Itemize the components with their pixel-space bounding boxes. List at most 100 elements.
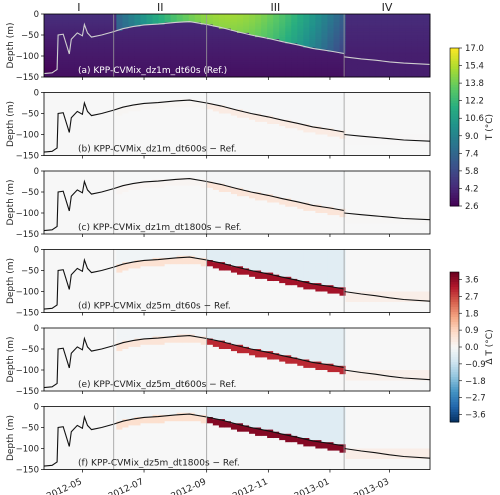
heatmap-cell	[333, 142, 340, 146]
heatmap-cell	[206, 111, 214, 114]
heatmap-cell	[104, 124, 111, 127]
heatmap-cell	[309, 140, 316, 144]
heatmap-cell	[128, 229, 135, 233]
heatmap-cell	[279, 145, 286, 148]
heatmap-cell	[194, 56, 202, 59]
heatmap-cell	[104, 74, 111, 78]
heatmap-cell	[164, 229, 172, 233]
heatmap-cell	[321, 100, 328, 104]
heatmap-cell	[387, 32, 395, 36]
heatmap-cell	[86, 151, 93, 154]
heatmap-cell	[182, 43, 190, 46]
heatmap-cell	[345, 47, 352, 51]
heatmap-cell	[345, 14, 352, 17]
heatmap-cell	[200, 24, 208, 27]
heatmap-cell	[188, 113, 196, 116]
heatmap-cell	[44, 153, 51, 156]
heatmap-cell	[194, 70, 202, 74]
heatmap-cell	[182, 49, 190, 53]
heatmap-cell	[176, 24, 184, 27]
heatmap-cell	[92, 177, 99, 180]
heatmap-cell	[170, 124, 178, 127]
heatmap-cell	[339, 124, 346, 127]
heatmap-cell	[291, 147, 298, 150]
heatmap-cell	[279, 115, 286, 119]
heatmap-cell	[357, 47, 365, 51]
heatmap-cell	[116, 134, 123, 137]
heatmap-cell	[411, 66, 419, 69]
heatmap-cell	[255, 198, 262, 201]
heatmap-cell	[267, 175, 274, 178]
heatmap-cell	[423, 126, 431, 129]
heatmap-cell	[194, 121, 202, 125]
heatmap-cell	[128, 68, 135, 72]
heatmap-cell	[194, 225, 202, 229]
heatmap-cell	[381, 98, 389, 102]
heatmap-cell	[206, 70, 214, 74]
heatmap-cell	[206, 74, 214, 78]
heatmap-cell	[297, 41, 304, 44]
heatmap-cell	[243, 37, 250, 40]
heatmap-cell	[333, 92, 340, 95]
heatmap-cell	[176, 30, 184, 34]
heatmap-cell	[146, 229, 153, 233]
heatmap-cell	[387, 43, 395, 46]
heatmap-cell	[230, 153, 238, 156]
heatmap-cell	[351, 53, 359, 57]
heatmap-cell	[152, 187, 159, 191]
heatmap-cell	[291, 22, 298, 25]
heatmap-cell	[206, 113, 214, 116]
heatmap-cell	[273, 66, 280, 69]
heatmap-cell	[50, 105, 57, 108]
heatmap-cell	[164, 43, 172, 46]
heatmap-cell	[152, 134, 159, 137]
heatmap-cell	[369, 115, 377, 119]
heatmap-cell	[74, 14, 81, 17]
heatmap-cell	[152, 206, 159, 210]
heatmap-cell	[146, 115, 153, 119]
heatmap-cell	[315, 49, 322, 53]
heatmap-cell	[116, 66, 123, 69]
heatmap-cell	[158, 66, 166, 69]
heatmap-cell	[249, 208, 256, 212]
heatmap-cell	[188, 185, 196, 189]
heatmap-cell	[104, 16, 111, 19]
heatmap-cell	[182, 179, 190, 182]
heatmap-cell	[417, 113, 425, 116]
heatmap-cell	[56, 115, 63, 119]
heatmap-cell	[194, 219, 202, 222]
heatmap-cell	[267, 173, 274, 176]
heatmap-cell	[104, 51, 111, 55]
heatmap-cell	[86, 208, 93, 212]
heatmap-cell	[140, 217, 147, 220]
heatmap-cell	[146, 107, 153, 110]
heatmap-cell	[261, 103, 268, 106]
heatmap-cell	[170, 179, 178, 182]
heatmap-cell	[255, 225, 262, 229]
heatmap-cell	[68, 72, 75, 76]
heatmap-cell	[417, 130, 425, 133]
heatmap-cell	[423, 128, 431, 131]
heatmap-cell	[237, 213, 244, 216]
heatmap-cell	[116, 64, 123, 67]
heatmap-cell	[345, 103, 352, 106]
heatmap-cell	[417, 43, 425, 46]
heatmap-cell	[261, 145, 268, 148]
y-tick-label: 0	[34, 10, 39, 20]
heatmap-cell	[411, 39, 419, 42]
heatmap-cell	[104, 142, 111, 146]
heatmap-cell	[212, 126, 220, 129]
heatmap-cell	[182, 70, 190, 74]
heatmap-cell	[152, 51, 159, 55]
heatmap-cell	[297, 128, 304, 131]
heatmap-cell	[363, 107, 371, 110]
heatmap-cell	[255, 32, 262, 36]
heatmap-cell	[92, 126, 99, 129]
heatmap-cell	[315, 35, 322, 38]
heatmap-cell	[405, 72, 413, 76]
heatmap-cell	[387, 24, 395, 27]
heatmap-cell	[194, 138, 202, 142]
heatmap-cell	[128, 185, 135, 189]
heatmap-cell	[206, 62, 214, 65]
heatmap-cell	[44, 14, 51, 17]
